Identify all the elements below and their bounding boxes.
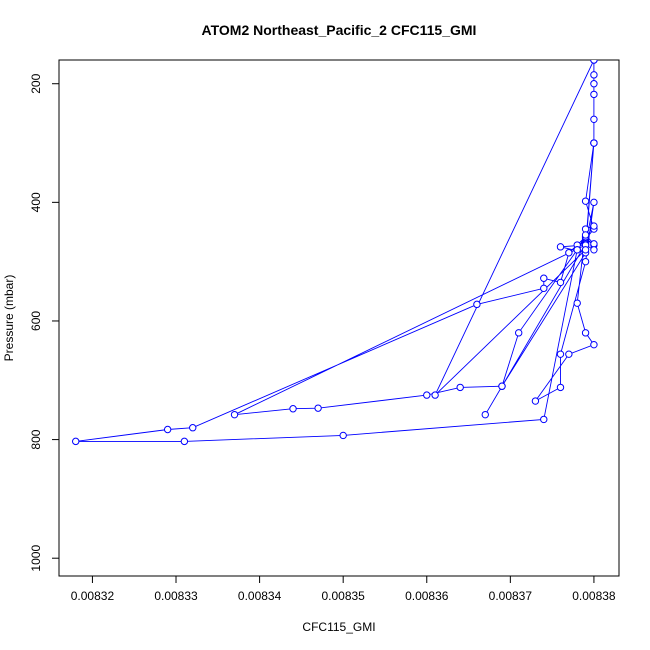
data-point [531, 397, 540, 405]
data-point [590, 115, 598, 124]
data-point [498, 382, 506, 390]
data-point [163, 425, 172, 434]
data-point [540, 274, 548, 282]
data-point [581, 257, 590, 266]
x-tick-label: 0.00837 [489, 589, 533, 603]
data-point [180, 437, 189, 446]
data-point [556, 278, 565, 287]
data-point [540, 415, 548, 424]
y-tick-label: 200 [29, 73, 43, 93]
x-tick-label: 0.00835 [321, 589, 365, 603]
data-point [581, 197, 590, 205]
data-point [431, 391, 439, 399]
data-point [590, 246, 598, 254]
data-point [556, 243, 565, 251]
data-point [565, 249, 573, 257]
data-point [590, 80, 598, 88]
data-point [339, 431, 347, 440]
data-point [590, 198, 598, 207]
data-point [590, 222, 598, 230]
y-tick-label: 1000 [29, 545, 43, 572]
data-point [473, 300, 481, 309]
data-point [581, 231, 590, 239]
data-point [573, 299, 581, 307]
data-point [456, 383, 464, 392]
y-tick-label: 600 [29, 311, 43, 331]
data-point [590, 340, 598, 349]
x-tick-label: 0.00836 [405, 589, 449, 603]
data-point [72, 437, 80, 446]
x-tick-label: 0.00838 [572, 589, 616, 603]
data-point [590, 90, 598, 99]
x-tick-label: 0.00833 [154, 589, 198, 603]
data-point [590, 139, 598, 147]
data-point [581, 329, 590, 337]
x-axis-label: CFC115_GMI [302, 620, 375, 634]
chart-title: ATOM2 Northeast_Pacific_2 CFC115_GMI [202, 22, 477, 38]
data-point [581, 246, 590, 254]
data-point [590, 71, 598, 79]
data-point [515, 329, 523, 337]
data-point [590, 60, 598, 64]
y-tick-label: 800 [29, 429, 43, 449]
data-point [230, 410, 239, 419]
x-axis: 0.00832 0.00833 0.00834 0.00835 0.00836 0.008… [71, 575, 616, 603]
series-line [75, 60, 596, 442]
series-group [72, 60, 598, 446]
y-tick-label: 400 [29, 192, 43, 212]
data-point [314, 404, 322, 412]
data-point [565, 350, 573, 358]
data-point [423, 391, 431, 399]
x-tick-label: 0.00832 [71, 589, 115, 603]
plot-frame [58, 59, 620, 577]
data-point [556, 350, 565, 358]
data-point [556, 383, 565, 392]
data-point [189, 424, 197, 432]
plot-area [72, 60, 598, 446]
data-point [573, 246, 581, 254]
x-tick-label: 0.00834 [238, 589, 282, 603]
data-point [289, 405, 297, 413]
data-point [540, 284, 548, 293]
data-point [481, 410, 489, 419]
y-axis-label: Pressure (mbar) [2, 275, 16, 362]
y-axis: 200 400 600 800 1000 [29, 73, 60, 572]
